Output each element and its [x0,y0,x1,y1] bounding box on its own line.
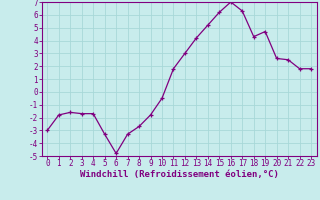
X-axis label: Windchill (Refroidissement éolien,°C): Windchill (Refroidissement éolien,°C) [80,170,279,179]
